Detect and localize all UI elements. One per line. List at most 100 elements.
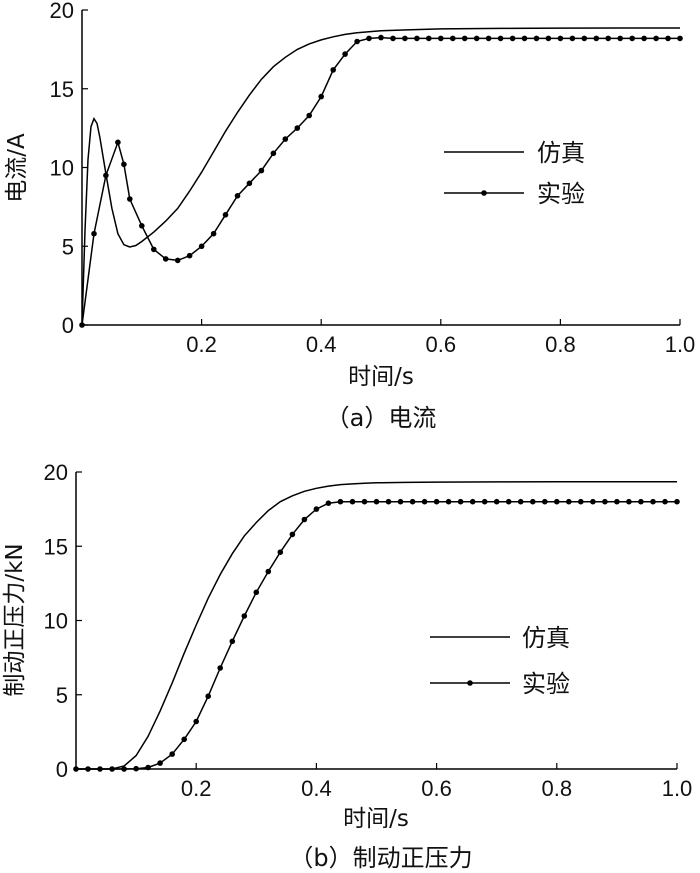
chart-a-experiment-point <box>318 93 325 100</box>
chart-b-experiment-point <box>133 765 139 772</box>
chart-a-experiment-point <box>354 38 360 45</box>
chart-a-x-axis-label: 时间/s <box>348 364 414 390</box>
chart-b-x-axis-label: 时间/s <box>343 806 409 832</box>
chart-a-experiment-point <box>605 35 611 42</box>
chart-a-experiment-point <box>282 136 289 142</box>
chart-a-experiment-point <box>665 35 671 42</box>
chart-a-experiment-point <box>174 257 181 264</box>
chart-b-experiment-point <box>145 764 151 771</box>
chart-a-ticks: 0.2 0.4 0.6 0.8 1.0 0 5 10 15 20 <box>50 0 696 357</box>
chart-a-experiment-point <box>306 112 313 119</box>
chart-b-experiment-point <box>530 498 536 505</box>
chart-b-experiment-point <box>626 498 632 505</box>
chart-b-legend: 仿真 实验 <box>430 624 570 698</box>
chart-a-experiment-point <box>402 35 408 42</box>
chart-a-x-tick-label: 0.4 <box>306 332 337 357</box>
chart-a-y-tick-label: 20 <box>50 0 74 23</box>
chart-b-experiment-point <box>590 498 596 505</box>
chart-a-experiment-point <box>121 161 127 168</box>
chart-b-experiment-point <box>241 613 248 619</box>
chart-a-experiment-point <box>342 51 348 57</box>
chart-a-y-tick-label: 10 <box>50 156 74 181</box>
chart-b-y-tick-label: 15 <box>44 534 68 559</box>
chart-a-experiment-point <box>115 139 121 146</box>
chart-a-experiment-point <box>258 167 265 174</box>
chart-b-experiment-point <box>289 531 296 538</box>
chart-b-experiment-point <box>638 498 644 505</box>
chart-b-y-tick-label: 10 <box>44 609 68 634</box>
chart-a-legend-experiment-label: 实验 <box>537 180 585 208</box>
chart-a-experiment-point <box>509 35 516 42</box>
chart-a-experiment-point <box>593 35 600 42</box>
chart-a-experiment-point <box>79 322 85 328</box>
chart-a-experiment-point <box>533 35 540 42</box>
chart-a-legend-simulation-label: 仿真 <box>537 139 585 167</box>
chart-b-experiment-point <box>337 498 344 505</box>
chart-a-experiment-point <box>139 223 145 229</box>
chart-b-experiment-point <box>169 751 175 757</box>
chart-b-experiment-point <box>265 568 272 575</box>
chart-b-experiment-point <box>253 589 260 596</box>
chart-a-series-experiment-markers <box>79 34 683 328</box>
chart-b-experiment-point <box>674 498 680 505</box>
chart-a-experiment-point <box>366 35 372 42</box>
chart-b-experiment-point <box>85 766 91 772</box>
chart-b-experiment-point <box>614 498 620 505</box>
chart-b-experiment-point <box>433 498 440 505</box>
chart-b-experiment-point <box>277 549 284 555</box>
chart-b-y-tick-label: 5 <box>56 683 68 708</box>
chart-b-experiment-point <box>457 498 464 505</box>
chart-b-experiment-point <box>421 498 428 505</box>
chart-a-experiment-point <box>629 35 635 42</box>
chart-b-x-tick-label: 1.0 <box>662 776 693 801</box>
chart-a-x-tick-label: 1.0 <box>665 332 696 357</box>
chart-a-caption: （a）电流 <box>326 404 437 432</box>
chart-a-experiment-point <box>497 35 504 42</box>
chart-a-experiment-point <box>581 35 588 42</box>
chart-a-series-experiment-line <box>81 36 680 326</box>
chart-a-experiment-point <box>414 35 420 42</box>
chart-a-experiment-point <box>641 35 647 42</box>
chart-b-x-tick-label: 0.8 <box>542 776 573 801</box>
chart-b-legend-experiment-label: 实验 <box>522 670 570 698</box>
chart-a-experiment-point <box>222 212 229 218</box>
chart-a-experiment-point <box>210 230 217 237</box>
chart-b-x-tick-label: 0.4 <box>301 776 332 801</box>
chart-a-experiment-point <box>198 243 205 250</box>
chart-b-experiment-point <box>97 766 103 772</box>
chart-a-experiment-point <box>557 35 564 42</box>
chart-a-experiment-point <box>521 35 528 42</box>
chart-a-experiment-point <box>426 35 432 42</box>
chart-b-legend-experiment-marker <box>467 680 473 686</box>
chart-a-experiment-point <box>677 35 683 42</box>
chart-b-x-tick-label: 0.2 <box>181 776 212 801</box>
chart-b-experiment-point <box>109 766 115 772</box>
chart-b-experiment-point <box>325 500 332 507</box>
chart-b-experiment-point <box>409 498 416 505</box>
chart-a-legend: 仿真 实验 <box>444 139 585 208</box>
chart-a-experiment-point <box>103 172 109 179</box>
chart-b-experiment-point <box>542 498 548 505</box>
chart-b-experiment-point <box>313 506 320 512</box>
chart-b-experiment-point <box>650 498 656 505</box>
chart-b-experiment-point <box>493 498 500 505</box>
chart-a-experiment-point <box>234 193 241 199</box>
chart-b-experiment-point <box>445 498 452 505</box>
chart-a-experiment-point <box>151 246 157 253</box>
chart-a-experiment-point <box>294 125 301 131</box>
chart-b-experiment-point <box>602 498 608 505</box>
chart-b-series-experiment-line <box>76 500 677 770</box>
chart-b-experiment-point <box>566 498 572 505</box>
chart-b-experiment-point <box>301 516 308 523</box>
chart-b-experiment-point <box>373 498 380 505</box>
chart-a-x-tick-label: 0.6 <box>426 332 457 357</box>
chart-a-experiment-point <box>162 256 169 262</box>
chart-a-experiment-point <box>186 252 193 259</box>
chart-b-experiment-point <box>181 736 187 743</box>
chart-b-series-simulation-line <box>76 481 677 770</box>
chart-b-legend-simulation-label: 仿真 <box>522 624 570 652</box>
chart-a-experiment-point <box>270 150 277 157</box>
chart-a-experiment-point <box>545 35 552 42</box>
